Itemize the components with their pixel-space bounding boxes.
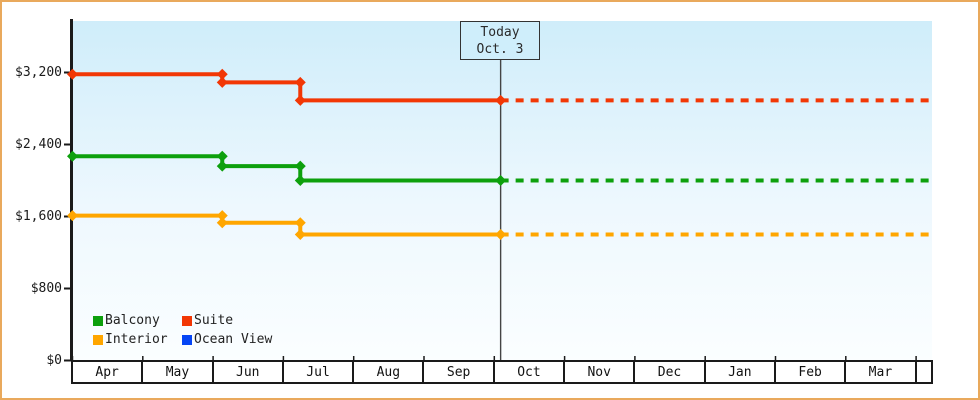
- data-point-marker: [67, 68, 78, 80]
- series-suite: [67, 68, 931, 106]
- data-point-marker: [216, 150, 228, 162]
- legend-swatch-suite: [182, 315, 192, 326]
- data-point-marker: [294, 175, 306, 186]
- y-axis-label: $1,600: [15, 208, 62, 224]
- series-balcony: [67, 150, 931, 186]
- series-line: [72, 154, 501, 183]
- month-cell-jan: Jan: [706, 362, 776, 382]
- legend-swatch-interior: [93, 334, 103, 345]
- y-axis-label: $800: [30, 280, 62, 296]
- month-cell-jun: Jun: [214, 362, 284, 382]
- series-interior: [67, 210, 931, 240]
- month-cell-aug: Aug: [354, 362, 425, 382]
- month-cell-empty: [917, 362, 931, 382]
- data-point-marker: [216, 210, 228, 222]
- month-cell-jul: Jul: [284, 362, 355, 382]
- legend-item-suite[interactable]: Suite: [182, 311, 272, 330]
- plot-area: [72, 21, 932, 361]
- month-cell-nov: Nov: [565, 362, 636, 382]
- chart-legend: Balcony Suite Interior Ocean View: [93, 311, 272, 349]
- data-point-marker: [216, 68, 228, 80]
- y-axis-label: $3,200: [15, 64, 62, 80]
- month-cell-apr: Apr: [73, 362, 144, 382]
- y-axis-label: $2,400: [15, 136, 62, 152]
- data-point-marker: [67, 210, 78, 222]
- data-point-marker: [67, 150, 78, 162]
- data-point-marker: [294, 160, 306, 172]
- legend-label: Ocean View: [194, 332, 273, 347]
- data-point-marker: [216, 217, 228, 229]
- data-point-marker: [216, 76, 228, 88]
- month-cell-dec: Dec: [635, 362, 706, 382]
- legend-label: Interior: [105, 332, 168, 347]
- data-point-marker: [294, 229, 306, 240]
- month-cell-mar: Mar: [846, 362, 917, 382]
- series-line: [72, 213, 501, 237]
- month-cell-feb: Feb: [776, 362, 847, 382]
- today-label: Today: [480, 25, 520, 40]
- series-line: [72, 72, 501, 103]
- today-date: Oct. 3: [476, 42, 524, 57]
- data-point-marker: [294, 76, 306, 88]
- data-point-marker: [495, 94, 507, 106]
- legend-label: Suite: [194, 313, 234, 328]
- legend-item-ocean-view[interactable]: Ocean View: [182, 330, 272, 349]
- month-cell-may: May: [143, 362, 214, 382]
- legend-item-balcony[interactable]: Balcony: [93, 311, 182, 330]
- legend-label: Balcony: [105, 313, 160, 328]
- x-axis-month-strip: Apr May Jun Jul Aug Sep Oct Nov Dec Jan Feb Mar: [71, 360, 933, 384]
- data-point-marker: [294, 94, 306, 106]
- data-point-marker: [495, 229, 507, 240]
- data-point-marker: [495, 175, 507, 186]
- today-marker-box: Today Oct. 3: [460, 21, 540, 60]
- data-point-marker: [294, 217, 306, 229]
- legend-swatch-ocean-view: [182, 334, 192, 345]
- month-cell-sep: Sep: [424, 362, 495, 382]
- y-axis-label: $0: [46, 352, 62, 368]
- legend-swatch-balcony: [93, 315, 103, 326]
- month-cell-oct: Oct: [495, 362, 566, 382]
- legend-item-interior[interactable]: Interior: [93, 330, 182, 349]
- data-point-marker: [216, 160, 228, 172]
